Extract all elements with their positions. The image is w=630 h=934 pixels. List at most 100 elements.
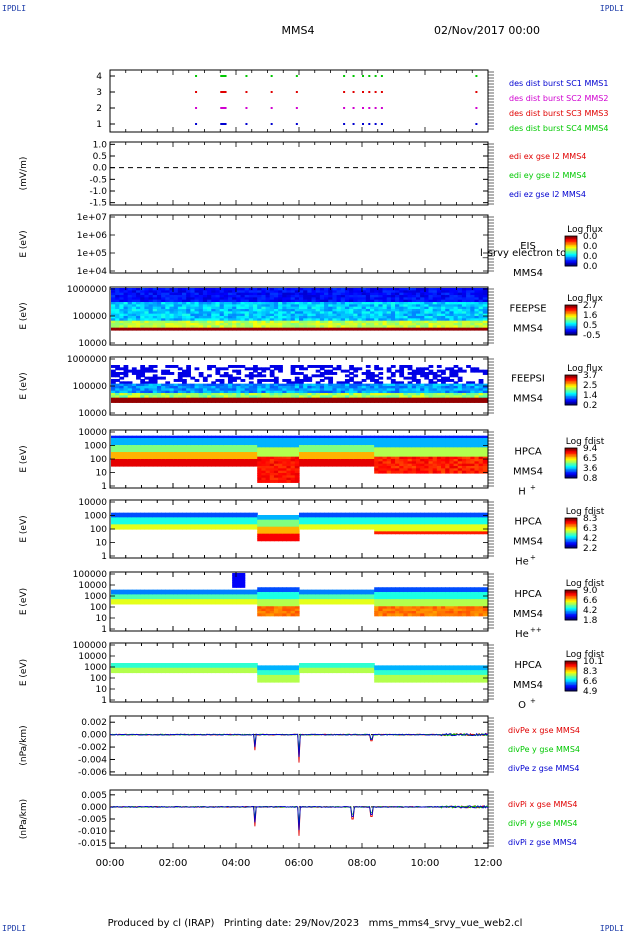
heatmap-cell bbox=[131, 304, 137, 308]
heatmap-cell bbox=[127, 452, 133, 455]
heatmap-cell bbox=[474, 288, 480, 291]
heatmap-cell bbox=[169, 311, 175, 315]
heatmap-cell bbox=[441, 288, 446, 291]
heatmap-cell bbox=[395, 466, 400, 469]
heatmap-cell bbox=[215, 323, 221, 326]
colorbar-cell bbox=[565, 254, 577, 256]
heatmap-cell bbox=[349, 367, 354, 371]
heatmap-cell bbox=[173, 397, 179, 401]
heatmap-cell bbox=[123, 299, 129, 303]
heatmap-cell bbox=[269, 372, 275, 375]
heatmap-cell bbox=[182, 309, 187, 312]
heatmap-cell bbox=[190, 311, 196, 315]
heatmap-cell bbox=[482, 440, 488, 444]
heatmap-cell bbox=[399, 299, 405, 303]
heatmap-cell bbox=[294, 388, 300, 392]
heatmap-cell bbox=[299, 381, 304, 385]
heatmap-cell bbox=[202, 290, 208, 294]
heatmap-cell bbox=[161, 290, 166, 294]
heatmap-cell bbox=[407, 466, 413, 469]
heatmap-cell bbox=[190, 320, 196, 324]
heatmap-cell bbox=[357, 318, 363, 322]
heatmap-cell bbox=[240, 397, 246, 401]
heatmap-cell bbox=[286, 299, 292, 303]
heatmap-cell bbox=[240, 379, 246, 382]
heatmap-cell bbox=[344, 454, 350, 458]
heatmap-cell bbox=[478, 393, 484, 396]
heatmap-cell bbox=[390, 395, 396, 399]
burst-interval-mark bbox=[295, 91, 298, 93]
heatmap-cell bbox=[190, 383, 196, 387]
heatmap-cell bbox=[198, 372, 204, 375]
hpca-h-tick-label: 1 bbox=[101, 482, 107, 492]
heatmap-cell bbox=[407, 400, 413, 403]
heatmap-cell bbox=[428, 435, 434, 439]
heatmap-cell bbox=[303, 435, 308, 439]
heatmap-cell bbox=[474, 466, 480, 469]
heatmap-cell bbox=[436, 397, 442, 401]
heatmap-cell bbox=[328, 447, 334, 451]
heatmap-cell bbox=[278, 438, 283, 441]
heatmap-cell bbox=[111, 461, 116, 465]
heatmap-cell bbox=[411, 386, 417, 389]
heatmap-cell bbox=[432, 316, 438, 319]
heatmap-cell bbox=[374, 316, 379, 319]
heatmap-cell bbox=[219, 297, 225, 301]
heatmap-cell bbox=[194, 318, 200, 322]
heatmap-cell bbox=[273, 438, 279, 441]
heatmap-cell bbox=[227, 442, 233, 446]
heatmap-cell bbox=[169, 388, 175, 392]
heatmap-cell bbox=[474, 400, 480, 403]
heatmap-cell bbox=[215, 299, 221, 303]
heatmap-cell bbox=[244, 390, 250, 394]
heatmap-cell bbox=[173, 290, 179, 294]
heatmap-cell bbox=[115, 295, 120, 298]
heatmap-cell bbox=[261, 302, 267, 305]
heatmap-cell bbox=[136, 297, 141, 301]
heatmap-cell bbox=[111, 309, 116, 312]
heatmap-cell bbox=[253, 435, 258, 439]
heatmap-cell bbox=[190, 390, 196, 394]
heatmap-cell bbox=[165, 397, 171, 401]
heatmap-cell bbox=[307, 454, 313, 458]
heatmap-cell bbox=[420, 290, 425, 294]
heatmap-cell bbox=[420, 445, 425, 448]
heatmap-cell bbox=[353, 292, 359, 296]
heatmap-cell bbox=[169, 297, 175, 301]
heatmap-cell bbox=[420, 325, 425, 329]
heatmap-cell bbox=[144, 304, 150, 308]
heatmap-cell bbox=[353, 388, 359, 392]
heatmap-cell bbox=[361, 454, 367, 458]
heatmap-cell bbox=[190, 292, 196, 296]
heatmap-cell bbox=[123, 461, 129, 465]
heatmap-cell bbox=[182, 438, 187, 441]
heatmap-cell bbox=[370, 318, 375, 322]
heatmap-cell bbox=[123, 306, 129, 310]
heatmap-cell bbox=[173, 318, 179, 322]
heatmap-cell bbox=[461, 295, 467, 298]
heatmap-cell bbox=[407, 442, 413, 446]
heatmap-cell bbox=[253, 454, 258, 458]
heatmap-cell bbox=[294, 470, 300, 474]
heatmap-cell bbox=[361, 461, 367, 465]
colorbar-cell bbox=[565, 308, 577, 310]
heatmap-cell bbox=[328, 440, 334, 444]
heatmap-cell bbox=[248, 440, 254, 444]
heatmap-cell bbox=[299, 323, 304, 326]
heatmap-cell bbox=[273, 295, 279, 298]
heatmap-cell bbox=[374, 452, 379, 455]
heatmap-cell bbox=[332, 295, 338, 298]
heatmap-cell bbox=[269, 393, 275, 396]
burst-interval-mark bbox=[343, 91, 346, 93]
heatmap-cell bbox=[395, 369, 400, 373]
heatmap-cell bbox=[415, 400, 421, 403]
heatmap-cell bbox=[445, 383, 450, 387]
hpca-h-heatmap bbox=[111, 435, 488, 483]
heatmap-cell bbox=[461, 325, 467, 329]
heatmap-cell bbox=[269, 477, 275, 481]
heatmap-cell bbox=[215, 461, 221, 465]
heatmap-cell bbox=[332, 304, 338, 308]
eis-colorbar-tick: 0.0 bbox=[583, 232, 598, 242]
colorbar-cell bbox=[565, 394, 577, 397]
heatmap-cell bbox=[395, 452, 400, 455]
